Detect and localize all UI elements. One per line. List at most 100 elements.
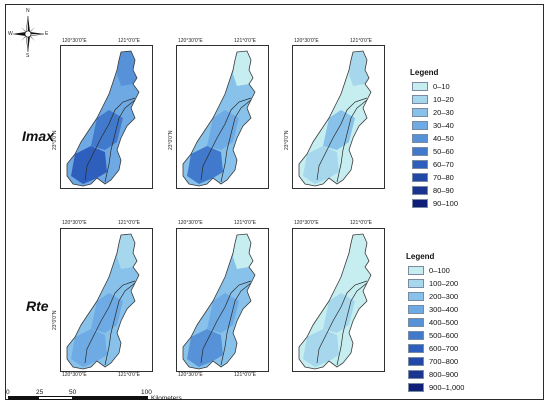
- legend-label: 10–20: [433, 95, 454, 104]
- legend-swatch: [408, 383, 424, 392]
- legend-label: 500–600: [429, 331, 459, 340]
- compass-south-label: S: [26, 53, 30, 59]
- legend-swatch: [408, 279, 424, 288]
- lat-tick: 23°0'0"N: [52, 130, 58, 150]
- watershed-boundary: [182, 233, 256, 370]
- watershed-boundary: [182, 50, 256, 187]
- lat-tick: 23°0'0"N: [168, 130, 174, 150]
- legend-swatch: [412, 121, 428, 130]
- value-zone: [187, 146, 223, 184]
- legend-swatch: [412, 134, 428, 143]
- legend-label: 300–400: [429, 305, 459, 314]
- legend-label: 90–100: [433, 199, 459, 208]
- scale-tick-label: 0: [6, 389, 10, 396]
- lon-tick-east: 121°0'0"E: [234, 372, 256, 378]
- watershed-boundary: [66, 233, 140, 370]
- lon-tick-east: 121°0'0"E: [118, 220, 140, 226]
- watershed-boundary: [298, 50, 372, 187]
- north-arrow-compass: N E S W: [8, 8, 49, 59]
- lon-tick-east: 121°0'0"E: [234, 38, 256, 44]
- legend-label: 400–500: [429, 318, 459, 327]
- scale-segment: [38, 396, 73, 400]
- row-label-imax: Imax: [22, 128, 54, 144]
- row-label-rte: Rte: [26, 298, 49, 314]
- legend-swatch: [412, 160, 428, 169]
- value-zone: [117, 234, 137, 269]
- value-zone: [233, 51, 253, 86]
- subbasin-boundary: [200, 280, 252, 364]
- legend-swatch: [408, 318, 424, 327]
- legend-label: 0–100: [429, 266, 450, 275]
- value-zone: [349, 234, 369, 269]
- watershed-boundary: [298, 233, 372, 370]
- scale-segment: [73, 396, 148, 400]
- legend-swatch: [408, 344, 424, 353]
- legend-swatch: [408, 331, 424, 340]
- map-panel-rte-1: [60, 228, 153, 372]
- legend-label: 70–80: [433, 173, 454, 182]
- subbasin-boundary: [104, 282, 136, 366]
- subbasin-boundary: [316, 280, 368, 364]
- lon-tick-east: 121°0'0"E: [350, 220, 372, 226]
- legend-swatch: [412, 186, 428, 195]
- lon-tick-west: 120°30'0"E: [178, 372, 203, 378]
- value-zone: [323, 110, 355, 150]
- value-zone: [207, 110, 239, 150]
- value-zone: [207, 293, 239, 333]
- legend-label: 50–60: [433, 147, 454, 156]
- lon-tick-west: 120°30'0"E: [294, 220, 319, 226]
- legend-label: 800–900: [429, 370, 459, 379]
- legend-swatch: [408, 305, 424, 314]
- value-zone: [71, 146, 107, 184]
- lon-tick-west: 120°30'0"E: [62, 220, 87, 226]
- legend-swatch: [412, 147, 428, 156]
- legend-swatch: [412, 108, 428, 117]
- subbasin-boundary: [104, 99, 136, 183]
- value-zone: [71, 329, 107, 367]
- legend-swatch: [412, 199, 428, 208]
- lon-tick-west: 120°30'0"E: [62, 372, 87, 378]
- subbasin-boundary: [220, 99, 252, 183]
- watershed-map: [298, 50, 372, 187]
- legend-swatch: [408, 292, 424, 301]
- value-zone: [187, 329, 223, 367]
- compass-rose-icon: [12, 15, 45, 53]
- scale-tick-label: 50: [69, 389, 77, 396]
- legend-swatch: [408, 370, 424, 379]
- value-zone: [91, 110, 123, 150]
- compass-east-label: E: [45, 31, 49, 37]
- lon-tick-west: 120°30'0"E: [294, 38, 319, 44]
- lon-tick-west: 120°30'0"E: [178, 220, 203, 226]
- scale-bar: 0 25 50 100 Kilometers: [6, 389, 208, 409]
- subbasin-boundary: [220, 282, 252, 366]
- value-zone: [349, 51, 369, 86]
- subbasin-boundary: [336, 282, 368, 366]
- watershed-map: [66, 50, 140, 187]
- legend-swatch: [412, 173, 428, 182]
- legend-label: 600–700: [429, 344, 459, 353]
- map-panel-rte-2: [176, 228, 269, 372]
- scale-segment: [8, 396, 38, 400]
- value-zone: [233, 234, 253, 269]
- watershed-map: [182, 233, 256, 370]
- lon-tick-east: 121°0'0"E: [350, 38, 372, 44]
- subbasin-boundary: [84, 97, 136, 181]
- legend-label: 700–800: [429, 357, 459, 366]
- legend-label: 40–50: [433, 134, 454, 143]
- lat-tick: 23°0'0"N: [52, 310, 58, 330]
- scale-unit-label: Kilometers: [151, 395, 182, 402]
- map-panel-rte-3: [292, 228, 385, 372]
- value-zone: [303, 329, 339, 367]
- legend-swatch: [408, 357, 424, 366]
- legend-title: Legend: [406, 252, 435, 261]
- scale-tick-label: 25: [36, 389, 44, 396]
- map-panel-imax-1: [60, 45, 153, 189]
- legend-label: 20–30: [433, 108, 454, 117]
- compass-north-label: N: [26, 8, 30, 14]
- value-zone: [91, 293, 123, 333]
- legend-label: 100–200: [429, 279, 459, 288]
- lon-tick-east: 121°0'0"E: [118, 38, 140, 44]
- map-panel-imax-3: [292, 45, 385, 189]
- lon-tick-east: 121°0'0"E: [118, 372, 140, 378]
- value-zone: [303, 146, 339, 184]
